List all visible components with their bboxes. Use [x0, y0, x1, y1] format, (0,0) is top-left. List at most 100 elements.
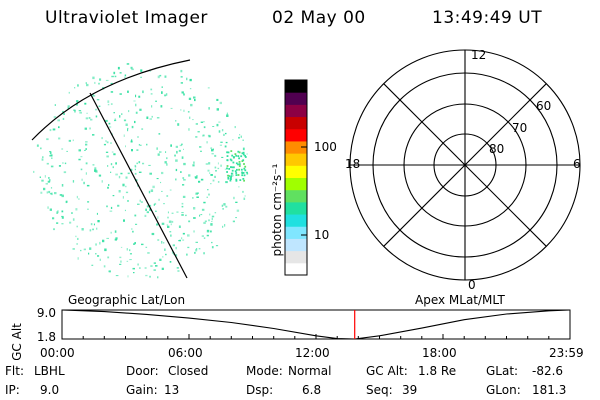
speckle	[155, 100, 157, 102]
speckle	[161, 91, 163, 94]
speckle	[141, 128, 144, 130]
speckle	[94, 167, 97, 170]
speckle	[175, 159, 178, 162]
speckle	[233, 166, 235, 169]
speckle	[135, 223, 138, 225]
speckle	[89, 247, 92, 250]
speckle	[189, 116, 191, 119]
door-value: Closed	[168, 364, 209, 378]
speckle	[73, 109, 76, 111]
speckle	[76, 243, 78, 245]
speckle	[243, 163, 245, 165]
speckle	[166, 163, 168, 166]
speckle	[151, 115, 153, 118]
speckle	[136, 162, 138, 165]
speckle	[193, 161, 195, 164]
speckle	[52, 217, 55, 220]
speckle	[125, 185, 127, 188]
speckle	[245, 171, 248, 174]
speckle	[215, 170, 217, 172]
speckle	[76, 100, 79, 103]
gcalt-value: 1.8 Re	[418, 364, 457, 378]
speckle	[242, 190, 244, 193]
speckle	[239, 134, 241, 136]
speckle	[149, 208, 152, 211]
speckle	[188, 97, 192, 100]
speckle	[130, 66, 133, 69]
speckle	[127, 275, 129, 278]
speckle	[150, 88, 153, 91]
speckle	[217, 167, 220, 170]
speckle	[180, 82, 183, 84]
speckle	[211, 153, 214, 155]
speckle-layer	[33, 63, 249, 279]
speckle	[200, 214, 203, 216]
speckle	[86, 184, 90, 187]
speckle	[220, 164, 222, 167]
speckle	[164, 248, 166, 251]
speckle	[169, 189, 172, 191]
speckle	[128, 110, 130, 113]
speckle	[43, 187, 46, 191]
glat-value: -82.6	[532, 364, 564, 378]
speckle	[216, 108, 219, 111]
speckle	[117, 204, 120, 207]
speckle	[214, 154, 217, 157]
speckle	[217, 181, 220, 183]
x-label-0000: 00:00	[40, 346, 75, 360]
speckle	[67, 106, 69, 110]
speckle	[182, 177, 185, 179]
speckle	[92, 228, 94, 231]
speckle	[241, 152, 244, 155]
speckle	[242, 151, 245, 154]
speckle	[211, 215, 215, 218]
speckle	[63, 113, 65, 115]
speckle	[234, 126, 236, 129]
gain-label: Gain:	[126, 383, 158, 397]
speckle	[61, 216, 64, 219]
speckle	[54, 192, 57, 195]
speckle	[89, 229, 92, 232]
speckle	[223, 133, 225, 136]
speckle	[175, 168, 178, 172]
speckle	[156, 147, 158, 150]
speckle	[81, 178, 83, 181]
apex-panel-label: Apex MLat/MLT	[415, 293, 505, 307]
speckle	[199, 214, 201, 217]
speckle	[129, 253, 132, 255]
speckle	[50, 187, 53, 189]
speckle	[85, 82, 87, 84]
speckle	[181, 143, 183, 146]
speckle	[151, 232, 155, 236]
speckle	[51, 157, 53, 159]
speckle	[192, 119, 194, 121]
colorbar-band	[285, 165, 307, 178]
speckle	[49, 155, 52, 157]
speckle	[181, 156, 184, 159]
speckle	[207, 87, 210, 89]
speckle	[166, 195, 169, 197]
speckle	[145, 274, 148, 277]
speckle	[138, 161, 141, 164]
speckle	[127, 128, 129, 132]
speckle	[49, 151, 52, 153]
glat-label: GLat:	[486, 364, 519, 378]
speckle	[210, 230, 212, 233]
speckle	[240, 155, 243, 158]
speckle	[157, 216, 159, 219]
speckle	[171, 220, 174, 223]
speckle	[36, 144, 39, 147]
altitude-y-label: GC Alt	[10, 323, 24, 360]
speckle	[181, 205, 184, 208]
speckle	[210, 223, 213, 226]
speckle	[156, 117, 160, 119]
speckle	[232, 174, 234, 177]
speckle	[67, 105, 70, 107]
speckle	[196, 248, 198, 250]
speckle	[207, 189, 209, 191]
speckle	[153, 269, 156, 271]
speckle	[235, 174, 238, 176]
speckle	[240, 168, 243, 171]
speckle	[74, 87, 76, 89]
speckle	[196, 196, 199, 198]
